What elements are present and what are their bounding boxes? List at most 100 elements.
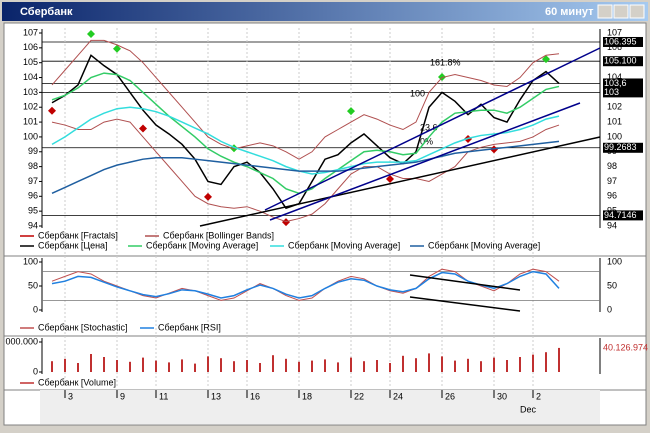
value-label: 40.126.974 — [603, 342, 648, 352]
volume-bar — [246, 360, 248, 372]
y-tick-label-right: 107 — [607, 27, 622, 37]
legend-label: Сбербанк [Stochastic] — [38, 322, 127, 332]
volume-bar — [194, 363, 196, 372]
osc-trend-line — [409, 274, 521, 291]
y-tick-label: 100 — [23, 256, 38, 266]
y-tick-label-right: 98 — [607, 161, 617, 171]
maximize-button[interactable] — [613, 4, 629, 19]
y-tick-label: 104 — [23, 72, 38, 82]
volume-bar — [389, 363, 391, 372]
x-axis-band — [40, 390, 600, 424]
y-tick-label: 107 — [23, 27, 38, 37]
volume-bar — [311, 360, 313, 372]
level-label-box — [603, 36, 643, 47]
channel-line — [269, 102, 581, 221]
y-tick-label: 0 — [33, 366, 38, 376]
volume-bar — [363, 361, 365, 372]
series-line — [51, 140, 560, 195]
level-label-box — [603, 210, 643, 221]
y-tick-label-right: 106 — [607, 42, 622, 52]
volume-bar — [272, 355, 274, 372]
volume-bar — [467, 358, 469, 372]
level-label-box — [603, 78, 643, 89]
close-button[interactable] — [629, 4, 645, 19]
y-tick-label-right: 50 — [607, 280, 617, 290]
y-tick-label-right: 0 — [607, 304, 612, 314]
x-tick-label: 16 — [250, 391, 260, 401]
y-tick-label: 97 — [28, 176, 38, 186]
minimize-button[interactable] — [597, 4, 613, 19]
y-tick-label-right: 96 — [607, 191, 617, 201]
legend-label: Сбербанк [Bollinger Bands] — [163, 230, 274, 240]
y-tick-label: 102 — [23, 102, 38, 112]
x-tick-label: 30 — [497, 391, 507, 401]
annotation: 100 — [410, 88, 425, 98]
volume-bar — [142, 357, 144, 372]
fractal-marker — [113, 44, 121, 53]
fractal-marker — [48, 106, 56, 115]
level-label: 105.100 — [604, 56, 637, 66]
level-label: 103,6 — [604, 78, 627, 88]
volume-bar — [324, 359, 326, 372]
y-tick-label: 103 — [23, 87, 38, 97]
y-tick-label: 95 — [28, 206, 38, 216]
fractal-marker — [347, 107, 355, 116]
x-tick-label: 13 — [211, 391, 221, 401]
y-tick-label-right: 101 — [607, 116, 622, 126]
legend-label: Сбербанк [Moving Average] — [288, 240, 400, 250]
volume-bar — [129, 361, 131, 372]
legend-label: Сбербанк [Fractals] — [38, 230, 118, 240]
y-tick-label: 98 — [28, 161, 38, 171]
volume-bar — [116, 360, 118, 372]
fractal-marker — [87, 29, 95, 38]
y-tick-label-right: 97 — [607, 176, 617, 186]
x-tick-label: 11 — [159, 391, 168, 401]
volume-bar — [506, 360, 508, 372]
volume-bar — [259, 363, 261, 372]
volume-bar — [181, 359, 183, 372]
window-title: Сбербанк — [20, 6, 73, 18]
volume-bar — [64, 358, 66, 372]
volume-bar — [155, 360, 157, 372]
volume-bar — [480, 361, 482, 372]
x-tick-label: 24 — [393, 391, 403, 401]
level-label: 99.2683 — [604, 142, 637, 152]
legend-label: Сбербанк [Moving Average] — [146, 240, 258, 250]
fractal-marker — [282, 218, 290, 227]
volume-bar — [454, 360, 456, 372]
level-label-box — [603, 56, 643, 67]
y-tick-label: 000.000 — [5, 336, 38, 346]
fractal-marker — [542, 55, 550, 64]
volume-bar — [77, 363, 79, 372]
y-tick-label: 50 — [28, 280, 38, 290]
annotation: 161.8% — [430, 57, 461, 67]
y-tick-label-right: 100 — [607, 131, 622, 141]
y-tick-label: 0 — [33, 304, 38, 314]
level-label-box — [603, 142, 643, 153]
volume-bar — [545, 352, 547, 372]
volume-bar — [51, 361, 53, 372]
volume-bar — [376, 360, 378, 372]
y-tick-label: 106 — [23, 42, 38, 52]
x-tick-label: 26 — [445, 391, 455, 401]
y-tick-label: 101 — [23, 116, 38, 126]
y-tick-label-right: 102 — [607, 102, 622, 112]
y-tick-label: 94 — [28, 220, 38, 230]
series-line — [51, 118, 560, 223]
volume-bar — [285, 358, 287, 372]
title-bar — [2, 2, 648, 21]
level-label: 106.395 — [604, 36, 637, 46]
osc-trend-line — [409, 296, 521, 312]
volume-bar — [519, 357, 521, 372]
legend-label: Сбербанк [Цена] — [38, 240, 108, 250]
channel-line — [264, 47, 601, 211]
x-axis-month: Dec — [520, 404, 537, 414]
volume-bar — [337, 362, 339, 372]
x-tick-label: 2 — [536, 391, 541, 401]
timeframe: 60 минут — [545, 6, 594, 18]
volume-bar — [90, 354, 92, 372]
series-line — [51, 106, 560, 175]
trend-line — [199, 136, 601, 227]
